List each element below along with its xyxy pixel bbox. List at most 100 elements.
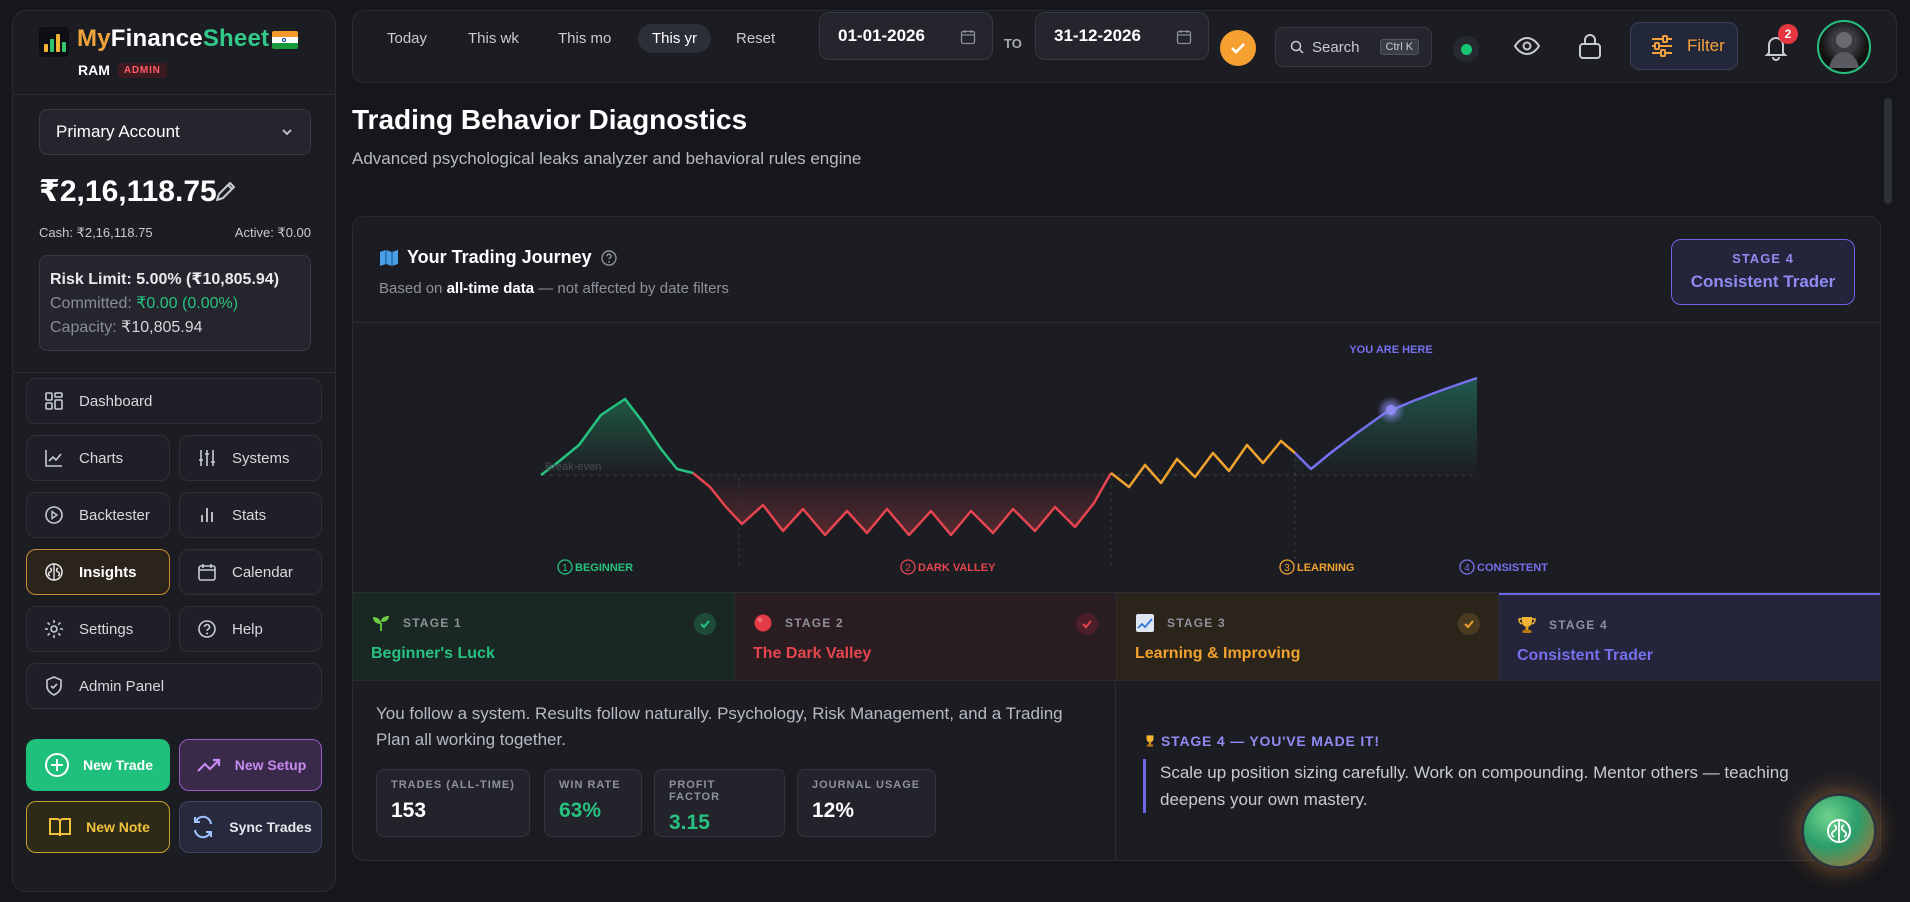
brand-name[interactable]: MyFinanceSheet xyxy=(77,25,270,52)
filter-button[interactable]: Filter xyxy=(1630,22,1738,70)
journey-subtitle: Based on all-time data — not affected by… xyxy=(379,280,729,297)
sidebar-divider xyxy=(13,372,335,373)
gear-icon xyxy=(45,620,63,638)
help-circle-icon[interactable] xyxy=(600,249,618,267)
stage-marker-number: 3 xyxy=(1284,563,1290,574)
stage-marker-circle xyxy=(557,559,573,575)
stat-journal-usage: JOURNAL USAGE 12% xyxy=(797,769,936,837)
preset-today[interactable]: Today xyxy=(387,30,428,47)
sliders-icon xyxy=(199,450,215,466)
sidebar-item-backtester[interactable]: Backtester xyxy=(26,492,170,538)
sync-trades-button[interactable]: Sync Trades xyxy=(179,801,322,853)
avatar-image-icon xyxy=(1829,32,1859,68)
search-button[interactable]: Search Ctrl K xyxy=(1275,27,1432,67)
cash-value: Cash: ₹2,16,118.75 xyxy=(39,225,153,240)
calendar-icon xyxy=(960,30,976,45)
stage-name: The Dark Valley xyxy=(753,645,872,662)
check-icon xyxy=(1231,43,1245,54)
sidebar-item-label: Insights xyxy=(79,563,137,581)
lock-icon xyxy=(1579,34,1601,59)
lock-button[interactable] xyxy=(1572,28,1608,64)
current-position-marker xyxy=(1386,405,1396,415)
brain-icon xyxy=(45,563,63,581)
user-row: RAM ADMIN xyxy=(78,62,167,78)
stage-marker-number: 1 xyxy=(562,563,568,574)
check-icon xyxy=(1458,613,1480,635)
chevron-down-icon xyxy=(282,129,292,136)
account-balance: ₹2,16,118.75 xyxy=(39,175,217,208)
book-icon xyxy=(49,818,72,837)
page-title: Trading Behavior Diagnostics xyxy=(352,104,748,135)
milestone-panel: STAGE 4 — YOU'VE MADE IT! Scale up posit… xyxy=(1117,681,1880,860)
sidebar-item-dashboard[interactable]: Dashboard xyxy=(26,378,322,424)
privacy-toggle-button[interactable] xyxy=(1509,28,1545,64)
new-note-button[interactable]: New Note xyxy=(26,801,170,853)
cash-row: Cash: ₹2,16,118.75 Active: ₹0.00 xyxy=(39,225,311,241)
committed-row: Committed: ₹0.00 (0.00%) xyxy=(50,295,239,312)
trophy-icon xyxy=(1518,617,1536,633)
stage-tab-2[interactable]: STAGE 2 The Dark Valley xyxy=(735,593,1117,680)
new-trade-button[interactable]: New Trade xyxy=(26,739,170,791)
sidebar-item-label: Charts xyxy=(79,449,124,467)
pencil-icon[interactable] xyxy=(209,176,241,208)
status-dot-icon xyxy=(1460,43,1472,55)
trading-journey-card: Your Trading Journey Based on all-time d… xyxy=(352,216,1881,861)
new-setup-button[interactable]: New Setup xyxy=(179,739,322,791)
apply-dates-button[interactable] xyxy=(1220,30,1256,66)
dashboard-icon xyxy=(45,392,63,410)
stage-tab-1[interactable]: STAGE 1 Beginner's Luck xyxy=(353,593,735,680)
avatar[interactable] xyxy=(1817,20,1871,74)
sidebar-item-label: Systems xyxy=(232,449,290,467)
sidebar-item-label: Settings xyxy=(79,620,134,638)
journey-header: Your Trading Journey Based on all-time d… xyxy=(353,217,1880,323)
stage-marker-label: DARK VALLEY xyxy=(918,562,996,574)
current-stage-badge: STAGE 4 Consistent Trader xyxy=(1671,239,1855,305)
sidebar-item-calendar[interactable]: Calendar xyxy=(179,549,322,595)
sidebar-item-settings[interactable]: Settings xyxy=(26,606,170,652)
brain-icon xyxy=(1827,819,1851,843)
sidebar-item-help[interactable]: Help xyxy=(179,606,322,652)
journey-chart-svg: YOU ARE HERE Break-even 1 BEGINNER 2 DARK VAL… xyxy=(540,344,1548,575)
preset-reset[interactable]: Reset xyxy=(736,30,776,47)
sidebar-item-label: Dashboard xyxy=(79,392,153,410)
sidebar-item-admin-panel[interactable]: Admin Panel xyxy=(26,663,322,709)
connection-status xyxy=(1453,36,1479,62)
stage-tab-3[interactable]: STAGE 3 Learning & Improving xyxy=(1117,593,1499,680)
plus-circle-icon xyxy=(44,753,69,777)
stage-description: You follow a system. Results follow natu… xyxy=(376,704,1063,749)
stage-2-line xyxy=(692,472,1113,537)
account-select[interactable]: Primary Account xyxy=(39,109,311,155)
stage-name: Beginner's Luck xyxy=(371,645,495,662)
stage-1-fill xyxy=(541,399,693,475)
play-circle-icon xyxy=(45,506,63,524)
preset-this-year[interactable]: This yr xyxy=(638,24,711,53)
stage-4-line xyxy=(1294,376,1478,471)
sidebar-item-stats[interactable]: Stats xyxy=(179,492,322,538)
stage-tab-4[interactable]: STAGE 4 Consistent Trader xyxy=(1499,593,1880,680)
stage-detail-panel: You follow a system. Results follow natu… xyxy=(353,681,1116,860)
page-subtitle: Advanced psychological leaks analyzer an… xyxy=(352,149,862,168)
stage-2-fill xyxy=(693,473,1111,535)
sync-icon xyxy=(194,815,213,839)
stage-marker-label: CONSISTENT xyxy=(1477,562,1548,574)
journey-chart: YOU ARE HERE Break-even 1 BEGINNER 2 DARK VAL… xyxy=(353,323,1880,591)
ai-assistant-button[interactable] xyxy=(1801,793,1877,869)
bar-chart-icon xyxy=(201,508,213,522)
risk-box: Risk Limit: 5.00% (₹10,805.94) Committed… xyxy=(39,255,311,351)
date-to-input[interactable]: 31-12-2026 xyxy=(1035,12,1209,60)
stage-tabs: STAGE 1 Beginner's Luck STAGE 2 The Dark… xyxy=(353,592,1880,681)
preset-this-week[interactable]: This wk xyxy=(468,30,519,47)
sidebar-item-insights[interactable]: Insights xyxy=(26,549,170,595)
sidebar-item-charts[interactable]: Charts xyxy=(26,435,170,481)
active-value: Active: ₹0.00 xyxy=(234,225,311,240)
scrollbar-thumb[interactable] xyxy=(1884,98,1892,204)
sidebar-item-systems[interactable]: Systems xyxy=(179,435,322,481)
trophy-icon xyxy=(1146,735,1154,747)
date-from-input[interactable]: 01-01-2026 xyxy=(819,12,993,60)
line-chart-icon xyxy=(45,450,62,467)
you-are-here-label: YOU ARE HERE xyxy=(1349,344,1432,356)
preset-this-month[interactable]: This mo xyxy=(558,30,612,47)
stage-marker-circle xyxy=(1459,559,1475,575)
stage-marker-number: 2 xyxy=(905,563,911,574)
stage-marker-label: BEGINNER xyxy=(575,562,633,574)
